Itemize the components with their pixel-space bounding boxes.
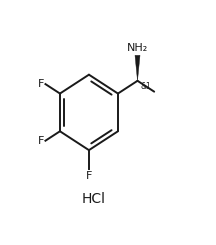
- Text: NH₂: NH₂: [127, 43, 148, 53]
- Text: &1: &1: [140, 82, 151, 91]
- Text: F: F: [86, 171, 92, 181]
- Text: F: F: [37, 136, 44, 146]
- Polygon shape: [135, 55, 140, 81]
- Text: HCl: HCl: [82, 192, 106, 206]
- Text: F: F: [37, 79, 44, 89]
